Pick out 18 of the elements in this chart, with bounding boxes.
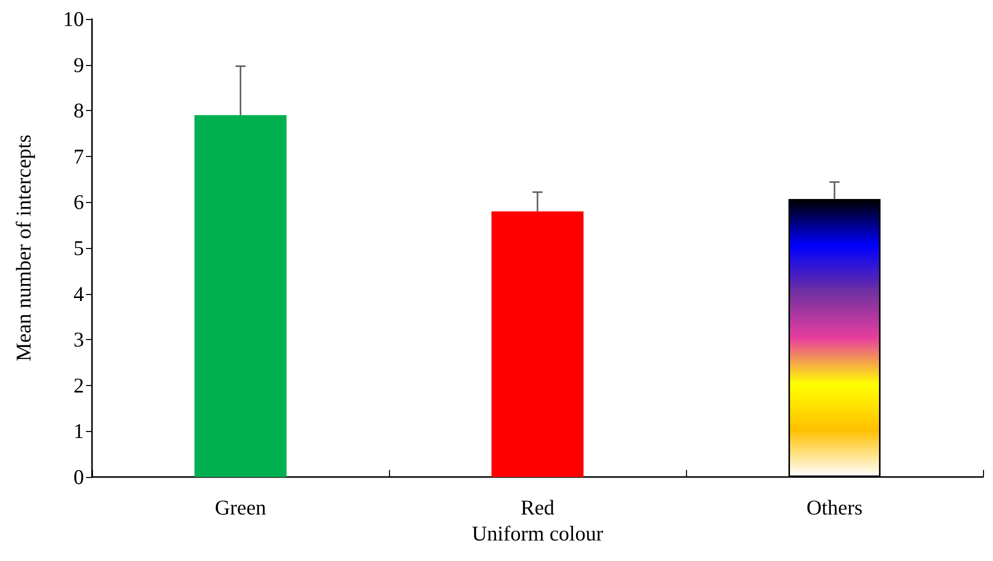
y-tick-label: 10 [63, 7, 84, 31]
y-tick-label: 4 [74, 282, 84, 306]
x-tick-label: Others [806, 496, 862, 520]
y-tick-label: 0 [74, 465, 84, 489]
y-tick-label: 9 [74, 52, 84, 77]
x-tick-label: Green [214, 496, 267, 520]
bar [491, 211, 584, 477]
x-axis-title: Uniform colour [472, 521, 604, 546]
y-tick-label: 7 [74, 144, 84, 168]
y-tick-label: 5 [74, 236, 84, 260]
y-tick-label: 6 [74, 190, 84, 214]
bar [194, 115, 287, 477]
y-tick-label: 2 [74, 373, 84, 398]
y-tick-label: 8 [74, 98, 84, 123]
y-tick-label: 1 [74, 419, 84, 444]
y-axis-title: Mean number of intercepts [12, 134, 36, 362]
x-tick-label: Red [520, 496, 555, 520]
y-tick-label: 3 [74, 328, 84, 352]
